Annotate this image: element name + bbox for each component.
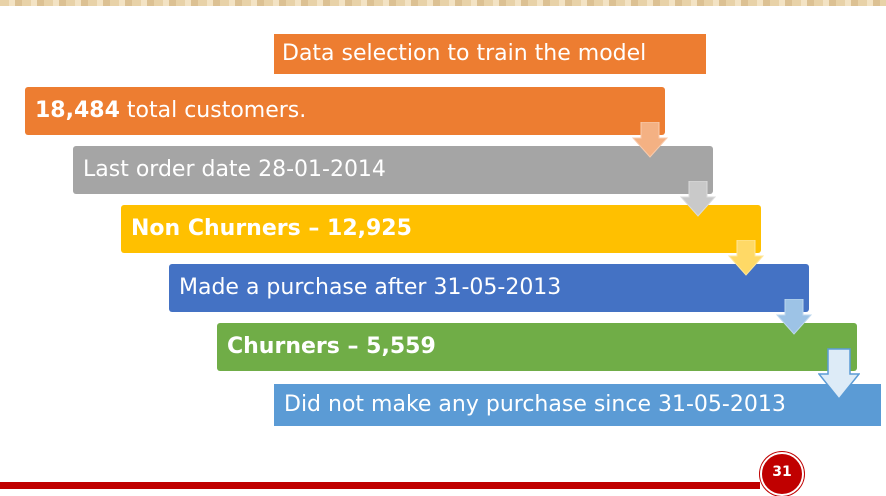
- step-no-purchase-since: Did not make any purchase since 31-05-20…: [274, 384, 881, 426]
- down-arrow-icon: [680, 181, 716, 217]
- down-arrow-icon: [818, 348, 860, 400]
- down-arrow-icon: [776, 299, 812, 335]
- page-number-badge: 31: [760, 452, 804, 496]
- step-purchase-after: Made a purchase after 31-05-2013: [169, 264, 809, 312]
- diagram-title: Data selection to train the model: [274, 34, 706, 74]
- step-total-customers-text: total customers.: [119, 98, 307, 123]
- down-arrow-icon: [632, 122, 668, 158]
- step-total-customers-count: 18,484: [35, 98, 120, 123]
- footer-rule: [0, 482, 760, 489]
- decorative-top-border: [0, 0, 886, 6]
- down-arrow-icon: [728, 240, 764, 276]
- step-churners: Churners – 5,559: [217, 323, 857, 371]
- step-non-churners: Non Churners – 12,925: [121, 205, 761, 253]
- step-last-order-date: Last order date 28-01-2014: [73, 146, 713, 194]
- step-total-customers: 18,484 total customers.: [25, 87, 665, 135]
